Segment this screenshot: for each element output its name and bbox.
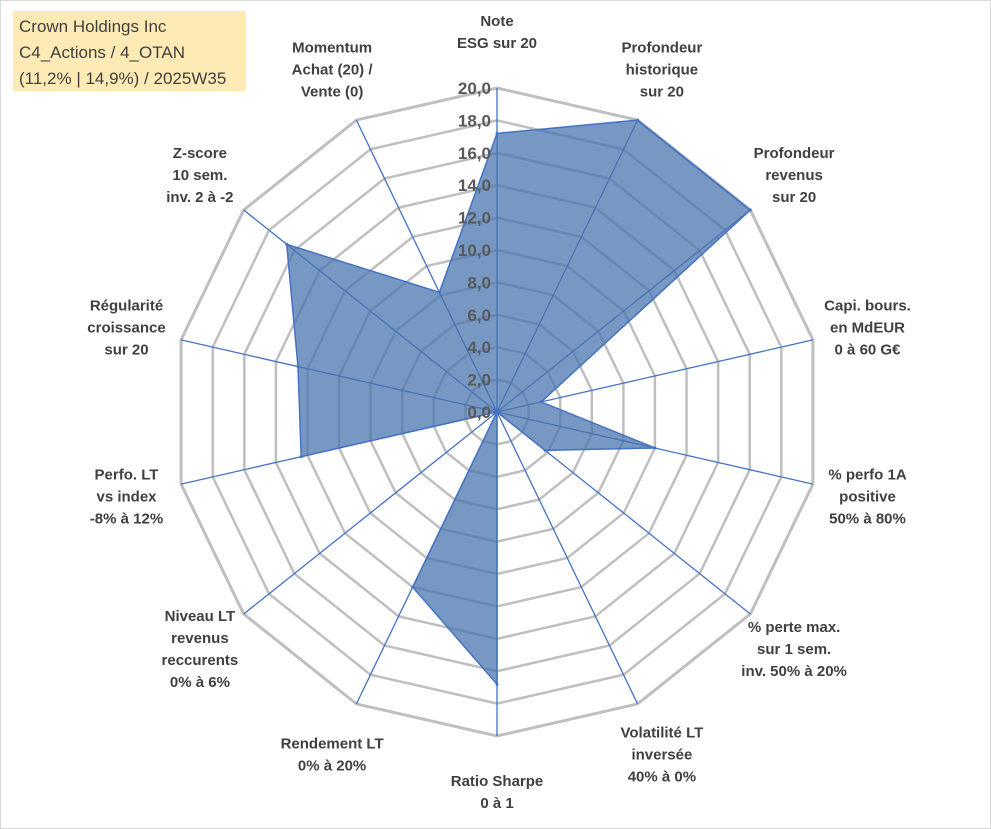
axis-label-line: Ratio Sharpe: [451, 773, 544, 790]
title-box: Crown Holdings Inc C4_Actions / 4_OTAN (…: [13, 11, 246, 91]
axis-label-line: 0% à 6%: [170, 674, 230, 691]
axis-label-line: reccurents: [162, 652, 239, 669]
axis-label-line: 0 à 1: [480, 795, 513, 812]
axis-label-line: ESG sur 20: [457, 35, 537, 52]
data-point: [653, 446, 657, 450]
axis-label-10: Perfo. LT vs index -8% à 12%: [90, 467, 163, 528]
axis-label-line: Z-score: [173, 145, 227, 162]
axis-label-line: inv. 50% à 20%: [741, 663, 847, 680]
axis-label-line: 10 sem.: [172, 167, 227, 184]
data-point: [539, 400, 543, 404]
axis-label-line: 0% à 20%: [298, 757, 366, 774]
tick-label: 10,0: [458, 241, 491, 260]
tick-label: 12,0: [458, 209, 491, 228]
axis-label-line: Perfo. LT: [95, 467, 159, 484]
axis-label-line: positive: [839, 489, 896, 506]
data-point: [636, 118, 640, 122]
series-area-0: [285, 119, 752, 687]
axis-label-line: Niveau LT: [165, 608, 236, 625]
axis-labels: Note ESG sur 20 Profondeur historique sur 20…: [87, 13, 911, 812]
axis-label-line: en MdEUR: [830, 319, 905, 336]
axis-label-line: inv. 2 à -2: [166, 189, 233, 206]
tick-label: 6,0: [467, 306, 491, 325]
axis-label-9: Niveau LT revenus reccurents 0% à 6%: [162, 608, 239, 691]
data-point: [411, 585, 415, 589]
axis-label-line: Momentum: [292, 40, 372, 57]
axis-label-line: Profondeur: [754, 145, 835, 162]
series: [285, 118, 752, 687]
tick-label: 14,0: [458, 176, 491, 195]
axis-label-line: Capi. bours.: [824, 297, 911, 314]
axis-label-7: Ratio Sharpe 0 à 1: [451, 773, 544, 812]
axis-label-0: Note ESG sur 20: [457, 13, 537, 52]
axis-label-line: sur 20: [640, 84, 684, 101]
spoke-6: [496, 411, 639, 705]
axis-label-11: Régularité croissance sur 20: [87, 297, 165, 358]
tick-label: 18,0: [458, 111, 491, 130]
company-name: Crown Holdings Inc: [19, 17, 167, 36]
tick-label: 8,0: [467, 273, 491, 292]
axis-label-line: Note: [480, 13, 513, 30]
axis-label-line: revenus: [765, 167, 823, 184]
axis-label-line: Profondeur: [621, 40, 702, 57]
portfolio-name: C4_Actions / 4_OTAN: [19, 43, 185, 62]
axis-label-6: Volatilité LT inversée 40% à 0%: [621, 724, 704, 785]
spoke-9: [243, 411, 498, 615]
axis-label-line: sur 1 sem.: [757, 641, 831, 658]
axis-label-line: 40% à 0%: [628, 768, 696, 785]
spoke-3: [496, 339, 814, 413]
axis-label-line: % perfo 1A: [828, 467, 907, 484]
axis-label-line: sur 20: [772, 189, 816, 206]
axis-label-1: Profondeur historique sur 20: [621, 40, 702, 101]
axis-label-line: vs index: [96, 489, 157, 506]
data-point: [285, 242, 289, 246]
axis-label-5: % perte max. sur 1 sem. inv. 50% à 20%: [741, 619, 847, 680]
tick-label: 16,0: [458, 144, 491, 163]
axis-label-line: croissance: [87, 319, 165, 336]
data-point: [748, 208, 752, 212]
axis-label-line: historique: [626, 62, 699, 79]
performance-week: (11,2% | 14,9%) / 2025W35: [19, 69, 227, 88]
data-point: [299, 455, 303, 459]
axis-label-line: Vente (0): [301, 84, 364, 101]
tick-label: 20,0: [458, 79, 491, 98]
axis-label-line: revenus: [171, 630, 229, 647]
axis-label-12: Z-score 10 sem. inv. 2 à -2: [166, 145, 233, 206]
axis-label-13: Momentum Achat (20) / Vente (0): [292, 40, 374, 101]
axis-label-line: Volatilité LT: [621, 724, 704, 741]
axis-label-line: -8% à 12%: [90, 511, 163, 528]
data-point: [495, 410, 499, 414]
data-point: [495, 131, 499, 135]
axis-label-line: Achat (20) /: [292, 62, 374, 79]
axis-label-line: Rendement LT: [281, 735, 384, 752]
tick-labels: 0,0 2,0 4,0 6,0 8,0 10,0 12,0 14,0 16,0 18,0 20,0: [458, 79, 491, 422]
axis-label-line: % perte max.: [748, 619, 841, 636]
data-point: [296, 365, 300, 369]
axis-label-3: Capi. bours. en MdEUR 0 à 60 G€: [824, 297, 911, 358]
axis-label-4: % perfo 1A positive 50% à 80%: [828, 467, 907, 528]
data-point: [437, 290, 441, 294]
tick-label: 0,0: [467, 403, 491, 422]
data-point: [495, 682, 499, 686]
axis-label-line: 50% à 80%: [829, 511, 906, 528]
tick-label: 2,0: [467, 371, 491, 390]
axis-label-line: 0 à 60 G€: [835, 341, 902, 358]
data-point: [543, 448, 547, 452]
axis-label-line: Régularité: [90, 297, 163, 314]
axis-label-2: Profondeur revenus sur 20: [754, 145, 835, 206]
axis-label-8: Rendement LT 0% à 20%: [281, 735, 384, 774]
axis-label-line: sur 20: [104, 341, 148, 358]
tick-label: 4,0: [467, 338, 491, 357]
axis-label-line: inversée: [631, 746, 692, 763]
